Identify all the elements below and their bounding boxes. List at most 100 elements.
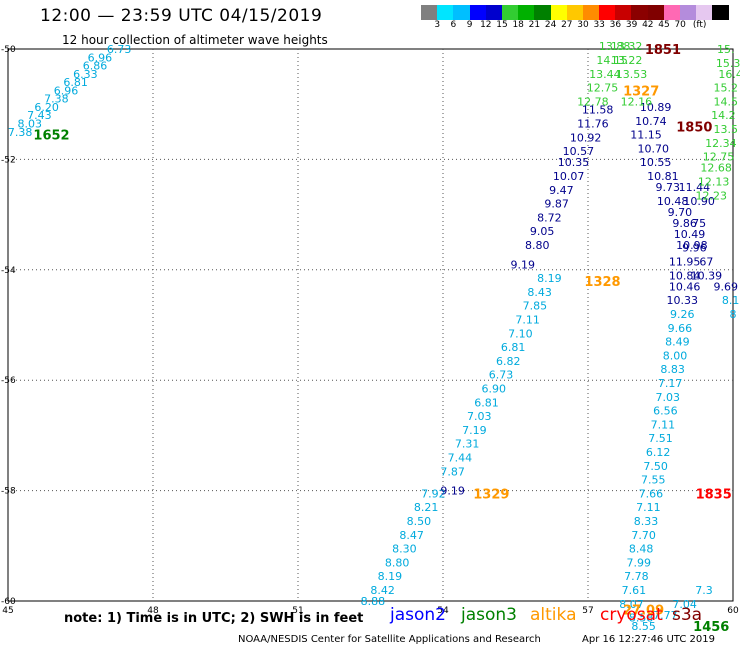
legend-tick-label: 33 bbox=[593, 20, 605, 30]
legend-swatch bbox=[566, 5, 583, 20]
swh-value-label: 13.32 bbox=[611, 40, 643, 53]
swh-value-label: 14.5 bbox=[714, 95, 739, 108]
swh-value-label: 9.05 bbox=[530, 225, 555, 238]
legend-swatch bbox=[421, 5, 438, 20]
satellite-label-s3a: s3a bbox=[672, 605, 703, 625]
pass-time-annotation: 1835 bbox=[696, 487, 732, 502]
legend-swatch bbox=[615, 5, 632, 20]
swh-value-label: 8.19 bbox=[537, 272, 562, 285]
swh-value-label: 7.03 bbox=[656, 391, 681, 404]
swh-value-label: 7.50 bbox=[643, 460, 668, 473]
swh-value-label: 8.1 bbox=[722, 294, 740, 307]
swh-value-label: 6.86 bbox=[83, 60, 108, 73]
satellite-label-jason3: jason3 bbox=[461, 605, 517, 625]
swh-value-label: 8.83 bbox=[660, 363, 685, 376]
swh-value-label: 7.38 bbox=[44, 93, 69, 106]
swh-value-label: 6.33 bbox=[73, 68, 98, 81]
legend-swatch bbox=[550, 5, 567, 20]
legend-tick-label: 42 bbox=[642, 20, 654, 30]
swh-value-label: 6.96 bbox=[88, 51, 113, 64]
swh-value-label: 6.73 bbox=[489, 369, 514, 382]
generation-timestamp: Apr 16 12:27:46 UTC 2019 bbox=[582, 634, 715, 645]
swh-value-label: 10.92 bbox=[570, 131, 602, 144]
swh-value-label: 10.57 bbox=[563, 145, 595, 158]
swh-value-label: 10.98 bbox=[676, 239, 708, 252]
swh-value-label: 11.76 bbox=[577, 118, 609, 131]
legend-tick-label: 3 bbox=[434, 20, 441, 30]
pass-time-annotation: 1652 bbox=[33, 129, 69, 144]
legend-tick-label: 12 bbox=[480, 20, 492, 30]
swh-value-label: 13.44 bbox=[589, 68, 621, 81]
swh-value-label: 11.95 bbox=[669, 256, 701, 269]
legend-swatch bbox=[501, 5, 519, 20]
legend-tick-label: 27 bbox=[561, 20, 573, 30]
swh-value-label: 6.82 bbox=[496, 355, 521, 368]
legend-tick-label: 24 bbox=[544, 20, 557, 30]
swh-value-label: 7.04 bbox=[672, 598, 697, 611]
swh-value-label: 8.43 bbox=[527, 286, 552, 299]
swh-value-label: 9.96 bbox=[682, 242, 707, 255]
swh-value-label: 9.66 bbox=[668, 322, 693, 335]
swh-value-label: 12.75 bbox=[703, 151, 735, 164]
swh-value-label: 10.89 bbox=[640, 101, 672, 114]
swh-value-label: 16.4 bbox=[718, 68, 740, 81]
legend-tick-label: 45 bbox=[658, 20, 670, 30]
swh-value-label: 9.73 bbox=[656, 181, 681, 194]
swh-value-label: 7.31 bbox=[455, 438, 480, 451]
swh-value-label: 7.85 bbox=[523, 300, 548, 313]
swh-value-label: 10.81 bbox=[647, 170, 679, 183]
swh-value-label: 6.81 bbox=[63, 76, 88, 89]
swh-value-label: 7.51 bbox=[648, 432, 673, 445]
swh-value-label: 6.56 bbox=[653, 405, 678, 418]
swh-value-label: 7.92 bbox=[421, 487, 446, 500]
swh-value-label: 8.07 bbox=[619, 598, 644, 611]
swh-value-label: 11.58 bbox=[582, 104, 614, 117]
swh-value-label: 6.81 bbox=[501, 341, 526, 354]
swh-value-label: 8.03 bbox=[18, 118, 43, 131]
swh-value-label: 13.88 bbox=[599, 40, 631, 53]
legend-tick-label: 39 bbox=[625, 20, 638, 30]
legend-swatch bbox=[437, 5, 454, 20]
y-tick-label: -50 bbox=[1, 45, 16, 55]
satellite-label-jason2: jason2 bbox=[390, 605, 446, 625]
swh-value-label: 12.75 bbox=[587, 82, 619, 95]
legend-swatch bbox=[582, 5, 600, 20]
swh-value-label: 8.00 bbox=[663, 349, 688, 362]
legend-tick-label: 36 bbox=[609, 20, 622, 30]
pass-time-annotation: 1327 bbox=[623, 84, 659, 99]
legend-tick-label: 30 bbox=[577, 20, 589, 30]
swh-value-label: 8.30 bbox=[392, 543, 417, 556]
swh-value-label: 6.81 bbox=[474, 396, 499, 409]
swh-value-label: 8.50 bbox=[407, 515, 432, 528]
swh-value-label: 7.11 bbox=[651, 418, 676, 431]
swh-value-label: 7.61 bbox=[622, 584, 647, 597]
credit-line: NOAA/NESDIS Center for Satellite Applica… bbox=[238, 634, 541, 645]
legend-swatch bbox=[534, 5, 551, 20]
footer-note: note: 1) Time is in UTC; 2) SWH is in fe… bbox=[64, 611, 364, 626]
swh-value-label: 14.15 bbox=[596, 54, 628, 67]
swh-value-label: 10.70 bbox=[638, 142, 670, 155]
swh-value-label: 10.46 bbox=[669, 280, 701, 293]
swh-value-label: 7.77 bbox=[653, 609, 678, 622]
swh-value-label: 8.21 bbox=[414, 501, 439, 514]
swh-value-label: 8.48 bbox=[629, 543, 654, 556]
swh-value-label: 6.12 bbox=[646, 446, 671, 459]
swh-value-label: 14.2 bbox=[711, 109, 736, 122]
swh-value-label: 7.03 bbox=[467, 410, 492, 423]
legend-unit-label: (ft) bbox=[692, 20, 707, 30]
swh-value-label: 7.17 bbox=[658, 377, 683, 390]
pass-time-annotation: 1329 bbox=[473, 487, 509, 502]
swh-value-label: 8.80 bbox=[385, 556, 410, 569]
pass-time-annotation: 1850 bbox=[676, 120, 712, 135]
swh-value-label: 8.58 bbox=[629, 612, 654, 625]
swh-value-label: 10.49 bbox=[674, 228, 706, 241]
swh-value-label: 10.35 bbox=[558, 156, 590, 169]
y-tick-label: -52 bbox=[1, 155, 16, 165]
swh-value-label: 13.5 bbox=[714, 123, 739, 136]
satellite-label-altika: altika bbox=[530, 605, 577, 625]
satellite-label-cryosat: cryosat bbox=[600, 605, 663, 625]
chart-title: 12:00 — 23:59 UTC 04/15/2019 bbox=[40, 6, 323, 26]
legend-swatch bbox=[712, 5, 729, 20]
swh-value-label: 6.20 bbox=[34, 101, 59, 114]
swh-value-label: 8.42 bbox=[370, 584, 395, 597]
